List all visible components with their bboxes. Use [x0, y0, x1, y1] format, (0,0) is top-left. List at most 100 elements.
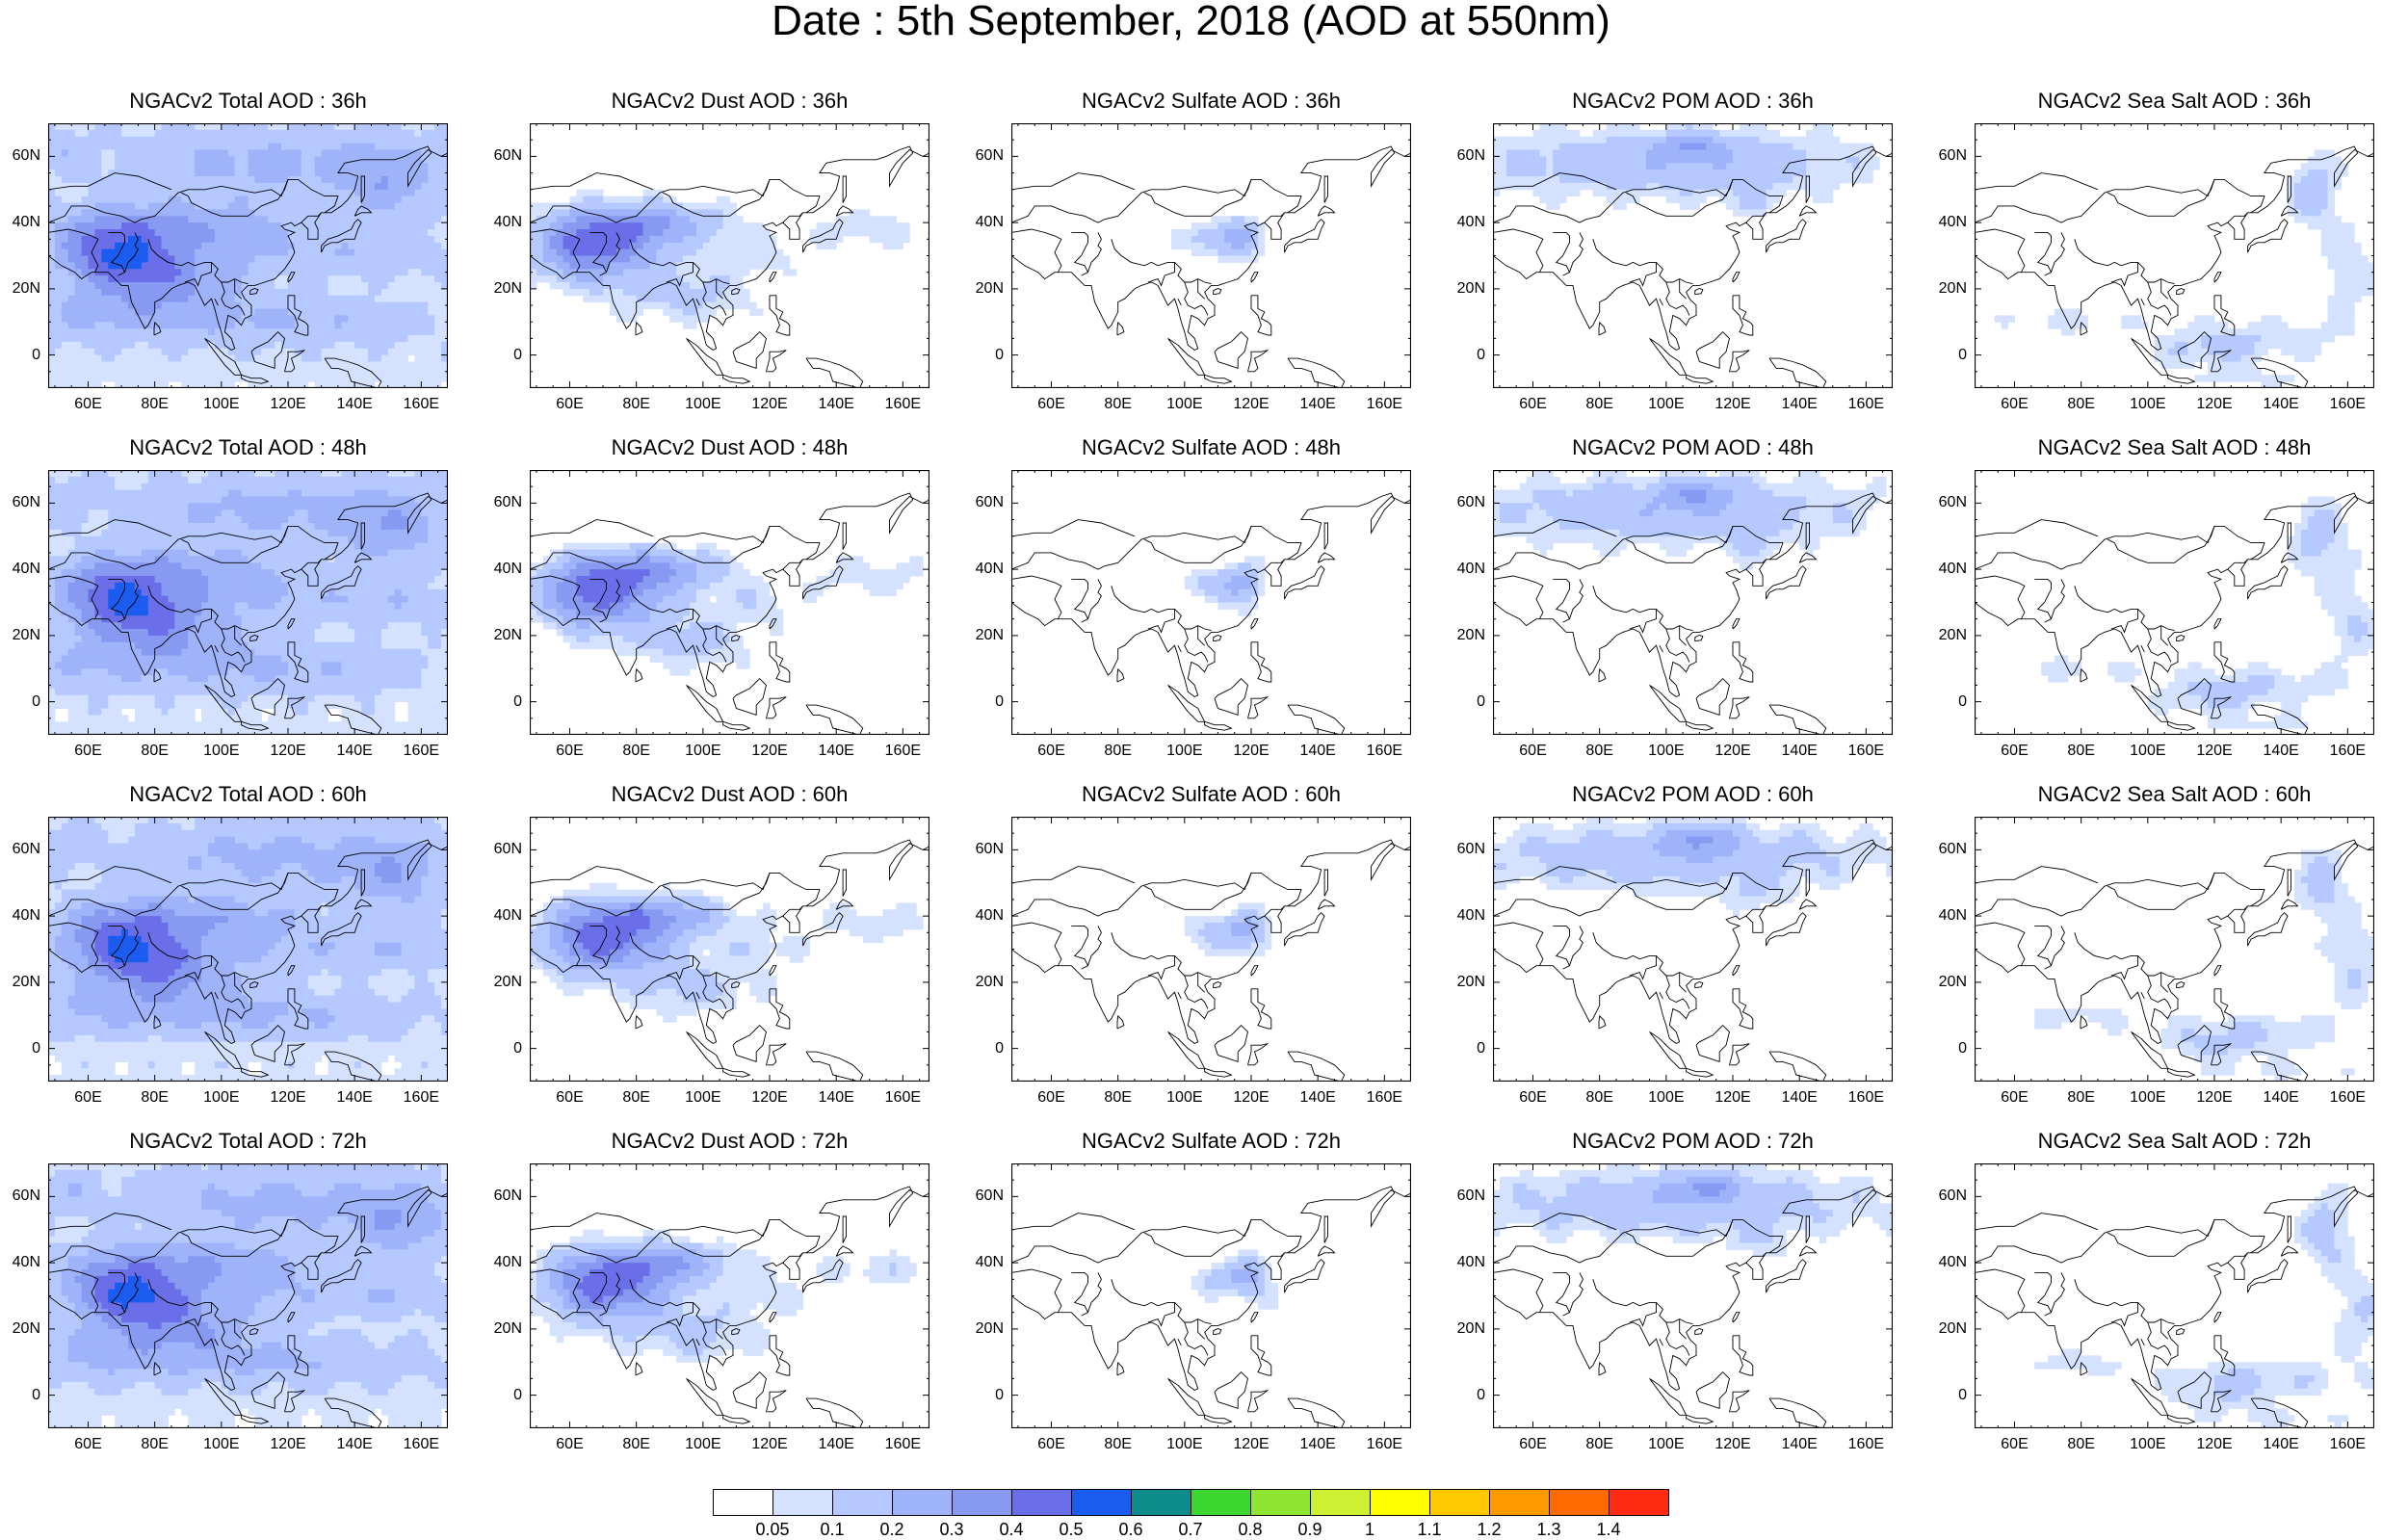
x-tick-label: 120E [1704, 743, 1762, 760]
colorbar-swatch [1370, 1489, 1430, 1516]
y-tick-label: 40N [0, 1254, 40, 1271]
y-tick-label: 60N [955, 147, 1004, 165]
x-tick-label: 120E [2186, 743, 2243, 760]
aod-raster [530, 883, 924, 1023]
x-tick-label: 120E [259, 396, 317, 413]
x-tick-label: 120E [2186, 396, 2243, 413]
panel-title: NGACv2 Dust AOD : 36h [491, 89, 968, 114]
x-tick-label: 120E [2186, 1436, 2243, 1453]
x-tick-label: 80E [1089, 1089, 1147, 1107]
panel-title: NGACv2 Total AOD : 36h [10, 89, 486, 114]
x-tick-label: 80E [2053, 743, 2110, 760]
x-tick-label: 100E [1156, 1436, 1214, 1453]
y-tick-label: 40N [474, 907, 522, 925]
x-tick-label: 160E [874, 743, 931, 760]
colorbar-swatch [1489, 1489, 1550, 1516]
x-tick-label: 80E [1571, 1089, 1629, 1107]
aod-raster [2034, 1184, 2374, 1428]
y-tick-label: 40N [0, 907, 40, 925]
y-tick-label: 60N [474, 494, 522, 511]
panel-title: NGACv2 POM AOD : 36h [1454, 89, 1931, 114]
y-tick-label: 0 [1919, 347, 1967, 364]
aod-raster [1191, 1249, 1278, 1309]
x-tick-label: 100E [1637, 396, 1695, 413]
x-tick-label: 160E [1837, 743, 1895, 760]
y-tick-label: 60N [474, 1188, 522, 1205]
y-tick-label: 60N [955, 494, 1004, 511]
x-tick-label: 140E [2252, 743, 2310, 760]
y-tick-label: 60N [955, 1188, 1004, 1205]
y-tick-label: 40N [474, 214, 522, 231]
dust-aod-map [530, 817, 929, 1082]
x-tick-label: 120E [1222, 396, 1280, 413]
y-tick-label: 40N [474, 1254, 522, 1271]
x-tick-label: 60E [1986, 1436, 2044, 1453]
y-tick-label: 20N [474, 627, 522, 644]
x-tick-label: 160E [874, 1089, 931, 1107]
y-tick-label: 0 [1437, 347, 1485, 364]
x-tick-label: 120E [259, 1436, 317, 1453]
colorbar-swatch [892, 1489, 953, 1516]
map-panel-grid: NGACv2 Total AOD : 36h 60E 80E 100E 120E 140E… [0, 0, 2382, 1445]
x-tick-label: 100E [674, 743, 732, 760]
pom-aod-map [1493, 470, 1893, 735]
x-tick-label: 60E [541, 1436, 599, 1453]
dust-aod-map [530, 1163, 929, 1428]
colorbar-swatch [1011, 1489, 1072, 1516]
x-tick-label: 80E [1089, 396, 1147, 413]
x-tick-label: 120E [1704, 1089, 1762, 1107]
y-tick-label: 0 [1919, 1387, 1967, 1404]
y-tick-label: 20N [1919, 627, 1967, 644]
y-tick-label: 20N [0, 1320, 40, 1338]
x-tick-label: 80E [608, 1436, 666, 1453]
y-tick-label: 0 [474, 1387, 522, 1404]
x-tick-label: 140E [326, 396, 383, 413]
colorbar-swatch [1131, 1489, 1191, 1516]
x-tick-label: 140E [807, 1089, 865, 1107]
x-tick-label: 140E [1289, 743, 1347, 760]
y-tick-label: 60N [1919, 147, 1967, 165]
y-tick-label: 20N [1919, 280, 1967, 298]
colorbar-swatch [832, 1489, 893, 1516]
panel-title: NGACv2 Total AOD : 60h [10, 782, 486, 807]
x-tick-label: 80E [608, 743, 666, 760]
seasalt-aod-map [1975, 123, 2374, 388]
y-tick-label: 0 [0, 693, 40, 711]
x-tick-label: 60E [1023, 1089, 1081, 1107]
pom-aod-map [1493, 817, 1893, 1082]
panel-title: NGACv2 Sulfate AOD : 48h [973, 435, 1450, 460]
x-tick-label: 140E [2252, 396, 2310, 413]
x-tick-label: 140E [807, 396, 865, 413]
x-tick-label: 160E [2318, 1089, 2376, 1107]
x-tick-label: 120E [1222, 743, 1280, 760]
y-tick-label: 0 [955, 1040, 1004, 1057]
y-tick-label: 40N [1919, 214, 1967, 231]
x-tick-label: 160E [1837, 396, 1895, 413]
y-tick-label: 40N [955, 1254, 1004, 1271]
x-tick-label: 120E [1704, 1436, 1762, 1453]
x-tick-label: 160E [2318, 743, 2376, 760]
y-tick-label: 0 [1919, 693, 1967, 711]
aod-raster [1493, 817, 1893, 917]
total-aod-map [48, 1163, 448, 1428]
aod-raster [530, 190, 910, 329]
y-tick-label: 20N [474, 974, 522, 991]
y-tick-label: 40N [1437, 907, 1485, 925]
x-tick-label: 60E [60, 1436, 118, 1453]
x-tick-label: 120E [741, 743, 798, 760]
x-tick-label: 80E [126, 396, 184, 413]
aod-raster [1995, 150, 2374, 389]
total-aod-map [48, 123, 448, 388]
x-tick-label: 160E [1355, 1089, 1413, 1107]
y-tick-label: 20N [955, 280, 1004, 298]
y-tick-label: 20N [1919, 974, 1967, 991]
y-tick-label: 0 [1437, 1040, 1485, 1057]
x-tick-label: 160E [392, 1436, 450, 1453]
x-tick-label: 100E [674, 1436, 732, 1453]
y-tick-label: 40N [1437, 214, 1485, 231]
x-tick-label: 80E [1571, 743, 1629, 760]
panel-title: NGACv2 Sea Salt AOD : 48h [1936, 435, 2382, 460]
x-tick-label: 120E [259, 743, 317, 760]
y-tick-label: 40N [474, 561, 522, 578]
aod-raster [48, 1163, 448, 1428]
